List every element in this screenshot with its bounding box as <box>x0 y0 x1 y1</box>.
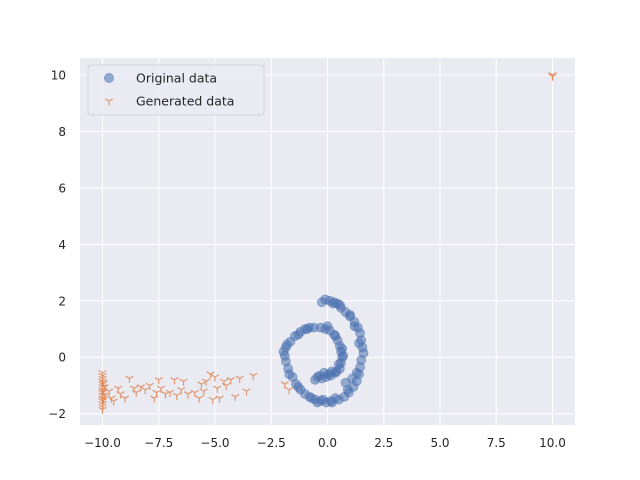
generated-data-point <box>206 371 215 379</box>
x-tick-label: 5.0 <box>430 436 449 450</box>
y-axis-ticks: −2 0 2 4 6 8 10 <box>48 68 66 421</box>
generated-data-point <box>201 378 211 386</box>
x-tick-label: 2.5 <box>374 436 393 450</box>
legend-label-generated: Generated data <box>136 94 234 109</box>
original-data-point <box>345 309 355 320</box>
original-data-point <box>337 343 348 354</box>
generated-data-point <box>285 386 294 395</box>
original-data-point <box>349 321 360 332</box>
original-data-point <box>347 373 358 384</box>
generated-data-point <box>150 395 159 403</box>
generated-data-point <box>195 395 204 403</box>
generated-data-point <box>145 382 154 390</box>
x-tick-label: 0.0 <box>318 436 337 450</box>
generated-data-point <box>190 389 199 398</box>
original-data-point <box>328 298 339 309</box>
legend-marker-tri-down-icon <box>104 98 114 106</box>
generated-data-point <box>170 377 179 385</box>
x-tick-label: −2.5 <box>257 436 286 450</box>
original-data-point <box>310 374 321 385</box>
generated-data-point <box>177 386 186 395</box>
original-data-point <box>325 396 336 406</box>
generated-data-point <box>231 393 240 402</box>
original-data-point <box>282 339 292 350</box>
generated-data-point <box>280 381 289 389</box>
legend-entry-original: Original data <box>104 71 217 86</box>
generated-data-point <box>242 388 251 396</box>
generated-data-point <box>152 389 161 398</box>
x-tick-label: 7.5 <box>487 436 506 450</box>
original-data-point <box>316 297 327 308</box>
generated-data-point <box>226 377 235 385</box>
legend-label-original: Original data <box>136 71 217 86</box>
original-data-point <box>322 321 333 332</box>
generated-data-point <box>222 382 231 390</box>
generated-data-point <box>141 386 150 395</box>
generated-data-point <box>197 381 206 389</box>
y-tick-label: 6 <box>58 181 66 195</box>
generated-data-point <box>183 391 193 399</box>
generated-data-point <box>98 406 107 414</box>
generated-data-point <box>109 398 118 406</box>
generated-data-point <box>105 388 114 396</box>
y-tick-label: 4 <box>58 238 66 252</box>
y-tick-label: 10 <box>51 68 66 82</box>
generated-data-point <box>165 389 175 398</box>
original-data-point <box>354 338 364 349</box>
generated-data-point <box>125 375 134 383</box>
generated-data-point <box>179 378 188 386</box>
y-tick-label: 8 <box>58 125 66 139</box>
x-tick-label: −10.0 <box>84 436 121 450</box>
series-original-data <box>278 294 369 408</box>
generated-data-point <box>120 395 130 403</box>
generated-data-point <box>156 385 166 393</box>
x-axis-ticks: −10.0 −7.5 −5.0 −2.5 0.0 2.5 5.0 7.5 10.0 <box>84 436 566 450</box>
generated-data-point <box>210 374 220 382</box>
generated-data-point <box>132 389 141 398</box>
generated-data-point <box>100 392 109 400</box>
series-generated-data <box>98 72 557 414</box>
legend: Original data Generated data <box>87 64 265 116</box>
generated-data-point <box>154 377 163 385</box>
original-data-point <box>284 369 295 380</box>
generated-data-point <box>213 385 222 393</box>
original-data-point <box>302 324 313 334</box>
legend-marker-circle-icon <box>104 73 114 83</box>
generated-data-point <box>100 384 109 392</box>
y-tick-label: −2 <box>48 407 66 421</box>
original-data-point <box>323 369 334 380</box>
original-data-point <box>293 329 304 340</box>
generated-data-point <box>107 395 116 403</box>
generated-data-point <box>172 392 181 400</box>
x-tick-label: 10.0 <box>539 436 566 450</box>
generated-data-point <box>548 72 557 80</box>
generated-data-point <box>199 388 208 396</box>
x-tick-label: −5.0 <box>200 436 229 450</box>
original-data-point <box>293 381 304 392</box>
original-data-point <box>312 397 323 408</box>
legend-entry-generated: Generated data <box>104 94 234 109</box>
generated-data-point <box>136 384 145 392</box>
legend-box <box>87 64 265 116</box>
y-tick-label: 0 <box>58 351 66 365</box>
original-data-point <box>330 331 341 341</box>
generated-data-point <box>208 396 217 405</box>
y-tick-label: 2 <box>58 294 66 308</box>
generated-data-point <box>249 372 258 381</box>
generated-data-point <box>215 395 224 403</box>
generated-data-point <box>116 391 125 399</box>
x-tick-label: −7.5 <box>144 436 173 450</box>
generated-data-point <box>235 375 244 383</box>
